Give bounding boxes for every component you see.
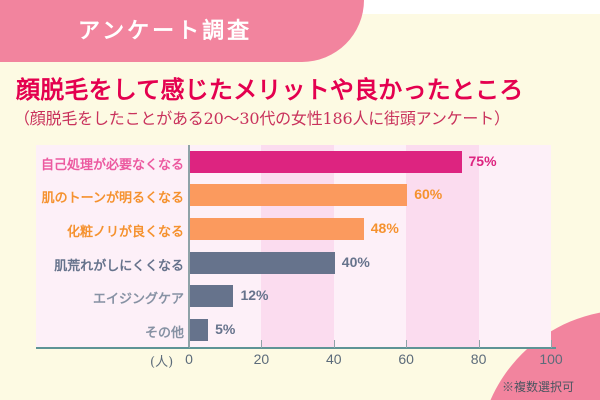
bar-row: 肌のトーンが明るくなる 60%: [0, 179, 600, 213]
bar: [190, 150, 462, 173]
bar-value-label: 48%: [370, 220, 399, 237]
x-axis-unit-label: (人): [150, 355, 174, 370]
x-axis-line: [36, 347, 556, 349]
bar-value-label: 40%: [341, 253, 370, 270]
plot-band: [261, 145, 334, 347]
bar-category-label: 肌荒れがしにくくなる: [54, 258, 184, 274]
bar-row: 肌荒れがしにくくなる 40%: [0, 246, 600, 280]
bar: [190, 319, 209, 342]
page-subtitle: （顔脱毛をしたことがある20〜30代の女性186人に街頭アンケート）: [14, 109, 510, 128]
bar-row: エイジングケア 12%: [0, 280, 600, 314]
bar: [190, 251, 335, 274]
x-axis-tick-label: 0: [185, 351, 193, 367]
x-axis-tick-label: 40: [326, 351, 342, 367]
bar-value-label: 75%: [468, 152, 497, 169]
x-axis-tick: [551, 340, 552, 348]
x-axis-tick-label: 100: [539, 351, 563, 367]
bar-value-label: 60%: [414, 186, 443, 203]
page-title: 顔脱毛をして感じたメリットや良かったところ: [16, 75, 524, 104]
plot-band: [189, 145, 262, 347]
x-axis-tick: [406, 340, 408, 348]
bar: [190, 218, 364, 241]
plot-area-bands: [189, 145, 551, 347]
bar-row: その他 5%: [0, 313, 600, 347]
plot-band: [478, 145, 551, 347]
bar-row: 自己処理が必要なくなる 75%: [0, 145, 600, 179]
x-axis-tick: [333, 340, 335, 348]
bar: [190, 184, 408, 207]
bar-category-label: 自己処理が必要なくなる: [40, 157, 184, 173]
x-axis-tick: [478, 340, 480, 348]
bar-category-label: エイジングケア: [92, 292, 184, 308]
x-axis-tick-label: 80: [470, 351, 487, 367]
plot-band: [406, 145, 479, 347]
x-axis-tick-label: 60: [398, 351, 414, 367]
y-axis-line: [188, 145, 190, 348]
bar-value-label: 12%: [240, 287, 269, 304]
x-axis-tick-label: 20: [253, 351, 270, 367]
plot-band: [333, 145, 407, 347]
category-label-panel: [36, 145, 189, 347]
bar: [190, 285, 234, 308]
x-axis-tick: [189, 340, 190, 348]
bar-value-label: 5%: [215, 321, 236, 338]
bar-category-label: 肌のトーンが明るくなる: [41, 191, 184, 207]
header-banner: アンケート調査: [0, 0, 364, 62]
bar-row: 化粧ノリが良くなる 48%: [0, 212, 600, 246]
x-axis-tick: [261, 340, 263, 348]
header-banner-label: アンケート調査: [78, 18, 253, 44]
footnote: ※複数選択可: [501, 380, 574, 394]
bar-chart: 0 20 40 60 80 100 (人) 自己処理が必要なくなる 75% 肌のトーンが明るく…: [0, 140, 600, 400]
bar-category-label: 化粧ノリが良くなる: [66, 225, 184, 241]
bar-category-label: その他: [144, 326, 184, 342]
